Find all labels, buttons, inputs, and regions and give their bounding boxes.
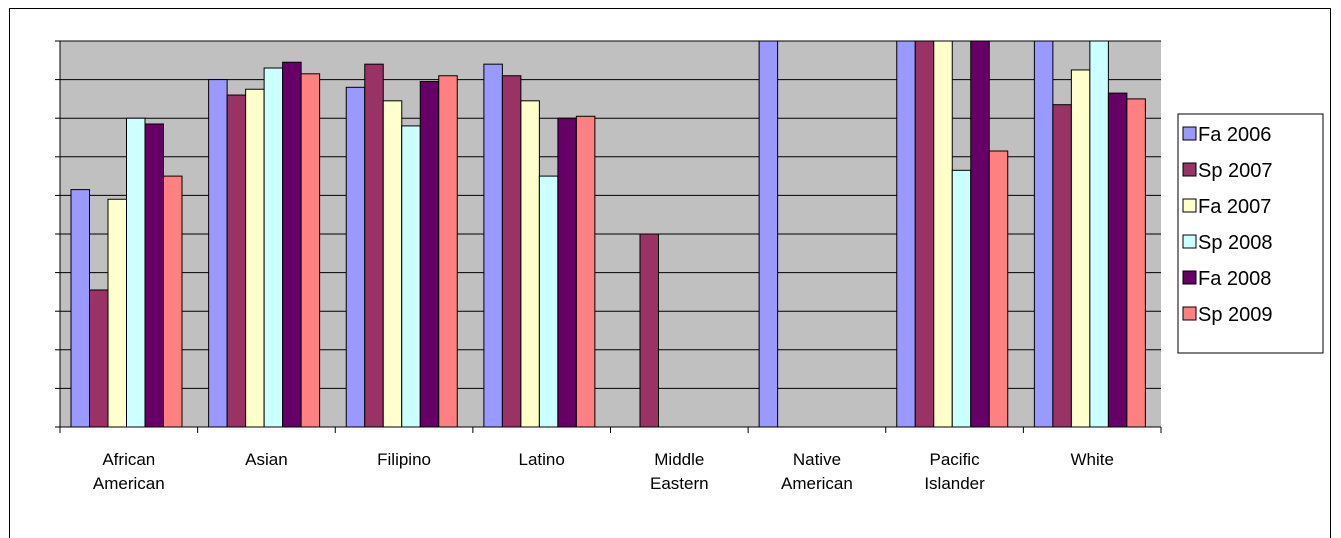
bar-white-sp-2009 [1127,99,1146,427]
bar-white-sp-2008 [1090,41,1109,427]
bar-pacific-islander-sp-2007 [915,41,934,427]
bar-asian-sp-2009 [301,74,320,427]
legend-swatch [1183,271,1196,284]
legend-swatch [1183,127,1196,140]
bar-african-american-fa-2007 [108,199,127,427]
bar-african-american-sp-2009 [164,176,183,427]
bar-asian-sp-2007 [227,95,246,427]
legend-swatch [1183,235,1196,248]
legend-label: Fa 2006 [1198,124,1271,146]
category-label: Middle Eastern [650,450,709,493]
bar-african-american-fa-2006 [71,190,90,427]
category-label: Native American [781,450,853,493]
bar-filipino-sp-2007 [365,64,384,427]
bar-asian-fa-2006 [209,80,228,427]
category-label: Filipino [377,450,431,469]
bar-latino-sp-2008 [539,176,558,427]
bar-white-fa-2007 [1071,70,1090,427]
bar-white-fa-2008 [1108,93,1127,427]
bar-latino-fa-2008 [558,118,577,427]
bar-pacific-islander-sp-2009 [989,151,1008,427]
category-label: White [1070,450,1113,469]
legend-swatch [1183,199,1196,212]
bar-filipino-fa-2008 [420,82,439,427]
bar-latino-fa-2006 [484,64,503,427]
bar-african-american-sp-2007 [90,290,109,427]
legend: Fa 2006 Sp 2007 Fa 2007 Sp 2008 Fa 2008 Sp 20… [1178,114,1323,353]
bar-white-sp-2007 [1053,105,1072,427]
legend-label: Fa 2007 [1198,196,1271,218]
category-label: Asian [245,450,288,469]
category-label: African American [93,450,165,493]
bar-filipino-fa-2006 [346,87,365,427]
category-label: Pacific Islander [924,450,985,493]
bar-middle-eastern-sp-2007 [640,234,659,427]
bar-pacific-islander-fa-2008 [971,41,990,427]
legend-label: Sp 2008 [1198,232,1273,254]
legend-swatch [1183,307,1196,320]
legend-label: Fa 2008 [1198,268,1271,290]
legend-swatch [1183,163,1196,176]
y-ticks [55,41,60,427]
bar-asian-fa-2008 [283,62,302,427]
bar-latino-fa-2007 [521,101,540,427]
bar-native-american-fa-2006 [759,41,778,427]
bar-african-american-sp-2008 [127,118,146,427]
bar-latino-sp-2009 [576,116,595,427]
legend-label: Sp 2007 [1198,160,1273,182]
bar-latino-sp-2007 [502,76,521,427]
bar-white-fa-2006 [1034,41,1053,427]
x-ticks [60,427,1161,433]
bar-filipino-fa-2007 [383,101,402,427]
bar-pacific-islander-sp-2008 [952,170,971,427]
bar-filipino-sp-2009 [439,76,458,427]
legend-label: Sp 2009 [1198,304,1273,326]
bar-pacific-islander-fa-2006 [897,41,916,427]
bar-filipino-sp-2008 [402,126,421,427]
bar-asian-fa-2007 [246,89,265,427]
category-labels: African American Asian Filipino Latino Middle… [93,450,1114,493]
bar-pacific-islander-fa-2007 [934,41,953,427]
category-label: Latino [519,450,565,469]
bar-african-american-fa-2008 [145,124,164,427]
bar-asian-sp-2008 [264,68,283,427]
